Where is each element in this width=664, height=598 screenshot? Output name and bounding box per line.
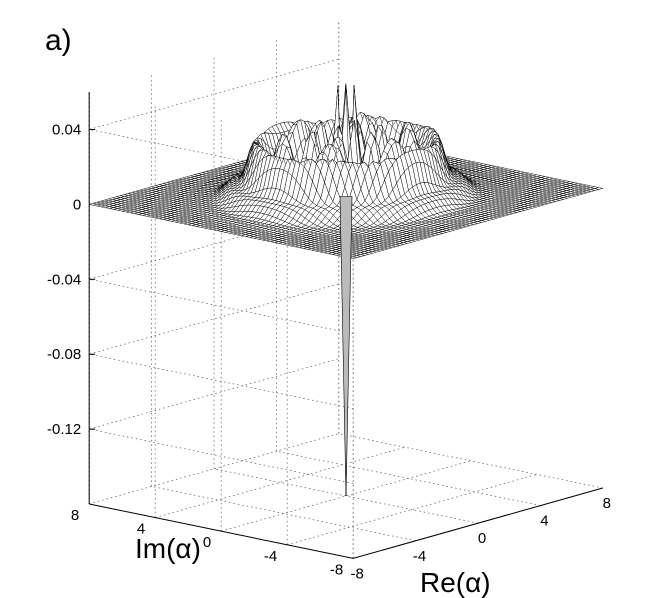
x-tick-label: -4 (413, 548, 426, 565)
y-axis-label: Im(α) (135, 533, 201, 564)
grid-line (89, 58, 354, 185)
x-axis-label: Re(α) (420, 567, 491, 598)
grid-line (155, 446, 405, 518)
z-tick-label: -0.08 (47, 346, 81, 363)
surface-cell (594, 187, 603, 190)
tick-labels: 0.04 0 -0.04 -0.08 -0.12 -8 -4 0 4 8 8 4 0 -4 -8 (47, 121, 611, 582)
grid-line (287, 474, 537, 546)
grid-line (338, 433, 603, 489)
central-dip (339, 196, 353, 497)
x-tick-label: 4 (540, 513, 548, 530)
z-tick-label: -0.12 (47, 421, 81, 438)
floor-axis (89, 487, 603, 559)
y-tick-label: -4 (264, 548, 277, 565)
grid-line (89, 433, 339, 505)
y-tick-label: 0 (203, 534, 211, 551)
surface-mesh (89, 83, 603, 497)
grid-line (89, 283, 354, 409)
panel-label: a) (45, 24, 72, 57)
z-tick-label: -0.04 (47, 271, 81, 288)
grid-line (89, 358, 354, 484)
z-tick-label: 0 (73, 196, 81, 213)
x-tick-label: 0 (478, 530, 486, 547)
y-tick-label: 4 (137, 521, 145, 538)
y-tick-label: -8 (330, 561, 343, 578)
x-tick-label: 8 (603, 495, 611, 512)
y-tick-label: 8 (71, 507, 79, 524)
z-tick-label: 0.04 (52, 121, 81, 138)
grid-line (221, 460, 471, 532)
x-tick-label: -8 (351, 565, 364, 582)
dip-spike (339, 196, 353, 497)
